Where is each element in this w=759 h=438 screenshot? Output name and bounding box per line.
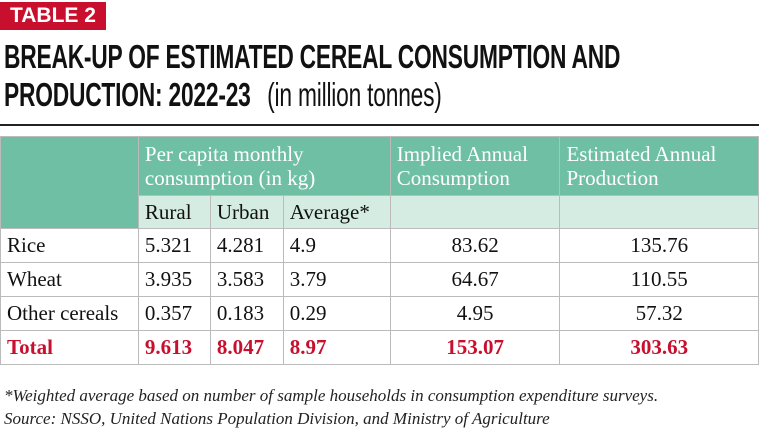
table-cell: 303.63 <box>559 330 759 365</box>
table-cell: 0.183 <box>209 296 284 331</box>
header-row: Per capita monthly consumption (in kg) I… <box>0 136 759 229</box>
header-cell: Average* <box>282 195 391 229</box>
rule <box>0 124 759 126</box>
title: BREAK-UP OF ESTIMATED CEREAL CONSUMPTION… <box>4 38 666 114</box>
table-cell: 0.357 <box>137 296 211 331</box>
row-label: Wheat <box>0 262 139 297</box>
header-cell: Urban <box>209 195 284 229</box>
subheader-row: Rural Urban Average* <box>1 195 759 229</box>
header-cell: Estimated Annual Production <box>559 136 759 196</box>
header-cell: Rural <box>137 195 211 229</box>
footnotes: *Weighted average based on number of sam… <box>4 384 658 430</box>
table-cell: 5.321 <box>137 228 211 263</box>
table-row: Rice 5.321 4.281 4.9 83.62 135.76 <box>0 228 759 263</box>
table-cell: 64.67 <box>389 262 561 297</box>
table-cell: 8.047 <box>209 330 284 365</box>
table-label: TABLE 2 <box>0 2 106 30</box>
header-cell: Per capita monthly consumption (in kg) <box>137 136 391 196</box>
table: Per capita monthly consumption (in kg) I… <box>0 136 759 365</box>
table-cell: 4.95 <box>389 296 561 331</box>
table-cell: 135.76 <box>559 228 759 263</box>
row-label: Rice <box>0 228 139 263</box>
table-cell: 57.32 <box>559 296 759 331</box>
header-cell <box>559 195 759 229</box>
source: Source: NSSO, United Nations Population … <box>4 409 550 428</box>
table-cell: 3.935 <box>137 262 211 297</box>
header-cell <box>0 136 139 229</box>
total-row: Total 9.613 8.047 8.97 153.07 303.63 <box>0 330 759 365</box>
table-cell: 0.29 <box>282 296 391 331</box>
footnote: *Weighted average based on number of sam… <box>4 386 659 405</box>
table-cell: 83.62 <box>389 228 561 263</box>
row-label: Total <box>0 330 139 365</box>
table-cell: 3.79 <box>282 262 391 297</box>
table-body: Rice 5.321 4.281 4.9 83.62 135.76 Wheat 3.935 3.… <box>0 228 759 365</box>
header-cell <box>389 195 561 229</box>
table-cell: 4.9 <box>282 228 391 263</box>
subtitle: (in million tonnes) <box>267 76 442 113</box>
table-row: Other cereals 0.357 0.183 0.29 4.95 57.32 <box>0 296 759 331</box>
table-cell: 3.583 <box>209 262 284 297</box>
table-cell: 4.281 <box>209 228 284 263</box>
table-cell: 8.97 <box>282 330 391 365</box>
table-cell: 9.613 <box>137 330 211 365</box>
table-cell: 153.07 <box>389 330 561 365</box>
table-row: Wheat 3.935 3.583 3.79 64.67 110.55 <box>0 262 759 297</box>
row-label: Other cereals <box>0 296 139 331</box>
table-cell: 110.55 <box>559 262 759 297</box>
header-cell: Implied Annual Consumption <box>389 136 561 196</box>
title-text: BREAK-UP OF ESTIMATED CEREAL CONSUMPTION… <box>4 38 621 113</box>
